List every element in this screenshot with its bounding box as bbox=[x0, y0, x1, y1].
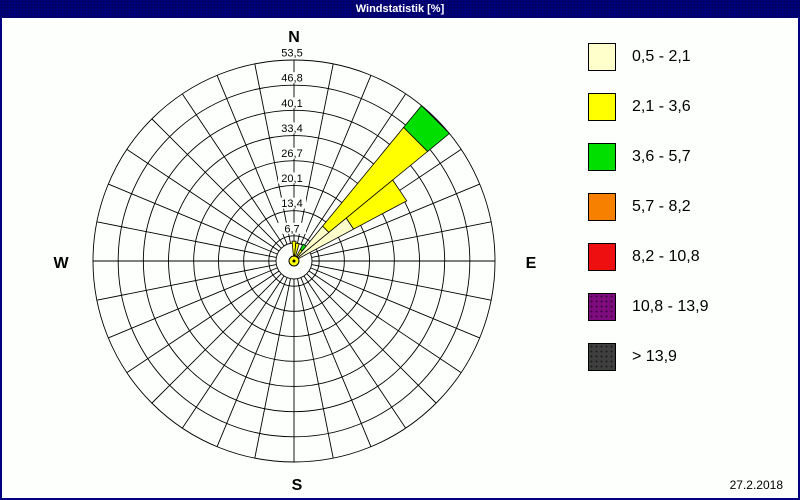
ring-label: 53,5 bbox=[281, 48, 302, 60]
ring-label-bg bbox=[278, 197, 306, 209]
ring-label-bg bbox=[278, 172, 306, 184]
ring-label: 46,8 bbox=[281, 73, 302, 85]
title-bar[interactable]: Windstatistik [%] bbox=[0, 0, 800, 18]
legend-color-swatch bbox=[588, 43, 616, 71]
window-title: Windstatistik [%] bbox=[355, 3, 445, 15]
grid-spoke bbox=[108, 267, 278, 339]
grid-spoke bbox=[310, 267, 480, 339]
grid-spoke bbox=[216, 277, 288, 447]
legend-label: 2,1 - 3,6 bbox=[632, 98, 691, 115]
grid-spoke bbox=[151, 118, 282, 249]
grid-spoke bbox=[300, 277, 372, 447]
legend-label: 3,6 - 5,7 bbox=[632, 148, 691, 165]
grid-spoke bbox=[310, 183, 480, 255]
date-label: 27.2.2018 bbox=[729, 478, 783, 492]
grid-spoke bbox=[297, 278, 334, 459]
compass-south-label: S bbox=[292, 477, 303, 494]
legend-label: 10,8 - 13,9 bbox=[632, 298, 709, 315]
windrose-wedge-segment bbox=[403, 105, 450, 152]
grid-spoke bbox=[308, 270, 462, 374]
grid-spoke bbox=[151, 273, 282, 404]
grid-spoke bbox=[126, 270, 280, 374]
legend-row: 5,7 - 8,2 bbox=[588, 193, 788, 221]
ring-label-bg bbox=[278, 222, 306, 234]
legend-label: > 13,9 bbox=[632, 348, 677, 365]
compass-east-label: E bbox=[526, 255, 537, 272]
grid-spoke bbox=[297, 63, 334, 244]
legend-row: 2,1 - 3,6 bbox=[588, 93, 788, 121]
legend: 0,5 - 2,1 2,1 - 3,6 3,6 - 5,7 5,7 - 8,2 8,2 … bbox=[588, 43, 788, 394]
grid-spoke bbox=[311, 264, 492, 301]
ring-label: 13,4 bbox=[281, 198, 302, 210]
legend-color-swatch bbox=[588, 193, 616, 221]
legend-color-swatch bbox=[588, 343, 616, 371]
grid-spoke bbox=[254, 63, 291, 244]
chart-area: 6,7 13,4 20,1 26,7 33,4 40,1 46,8 53,5 N S W E 0,5 … bbox=[2, 18, 798, 498]
ring-label: 6,7 bbox=[284, 223, 299, 235]
grid-spoke bbox=[216, 75, 288, 245]
legend-color-swatch bbox=[588, 93, 616, 121]
ring-label-bg bbox=[278, 47, 306, 58]
grid-spoke bbox=[311, 221, 492, 258]
ring-label: 20,1 bbox=[281, 173, 302, 185]
legend-row: 8,2 - 10,8 bbox=[588, 243, 788, 271]
legend-color-swatch bbox=[588, 293, 616, 321]
compass-north-label: N bbox=[288, 29, 300, 46]
grid-spoke bbox=[181, 275, 285, 429]
grid-spoke bbox=[181, 93, 285, 247]
legend-row: 10,8 - 13,9 bbox=[588, 293, 788, 321]
ring-label: 33,4 bbox=[281, 123, 302, 135]
grid-spoke bbox=[126, 148, 280, 252]
legend-color-swatch bbox=[588, 143, 616, 171]
ring-label-bg bbox=[278, 97, 306, 109]
calm-marker-dot bbox=[292, 259, 296, 263]
grid-spoke bbox=[108, 183, 278, 255]
grid-spoke bbox=[306, 273, 437, 404]
legend-row: 0,5 - 2,1 bbox=[588, 43, 788, 71]
ring-label-bg bbox=[278, 122, 306, 134]
ring-label-bg bbox=[278, 147, 306, 159]
legend-color-swatch bbox=[588, 243, 616, 271]
compass-west-label: W bbox=[53, 255, 69, 272]
grid-spoke bbox=[303, 93, 407, 247]
grid-spoke bbox=[96, 264, 277, 301]
grid-spoke bbox=[303, 275, 407, 429]
windrose-wedge-segment bbox=[345, 179, 408, 230]
ring-label: 40,1 bbox=[281, 98, 302, 110]
windrose-chart: 6,7 13,4 20,1 26,7 33,4 40,1 46,8 53,5 N S W E bbox=[53, 29, 537, 494]
ring-label-bg bbox=[278, 72, 306, 84]
legend-row: 3,6 - 5,7 bbox=[588, 143, 788, 171]
ring-label: 26,7 bbox=[281, 148, 302, 160]
legend-label: 5,7 - 8,2 bbox=[632, 198, 691, 215]
legend-row: > 13,9 bbox=[588, 343, 788, 371]
legend-label: 0,5 - 2,1 bbox=[632, 48, 691, 65]
grid-spoke bbox=[300, 75, 372, 245]
legend-label: 8,2 - 10,8 bbox=[632, 248, 700, 265]
grid-spoke bbox=[96, 221, 277, 258]
grid-spoke bbox=[254, 278, 291, 459]
